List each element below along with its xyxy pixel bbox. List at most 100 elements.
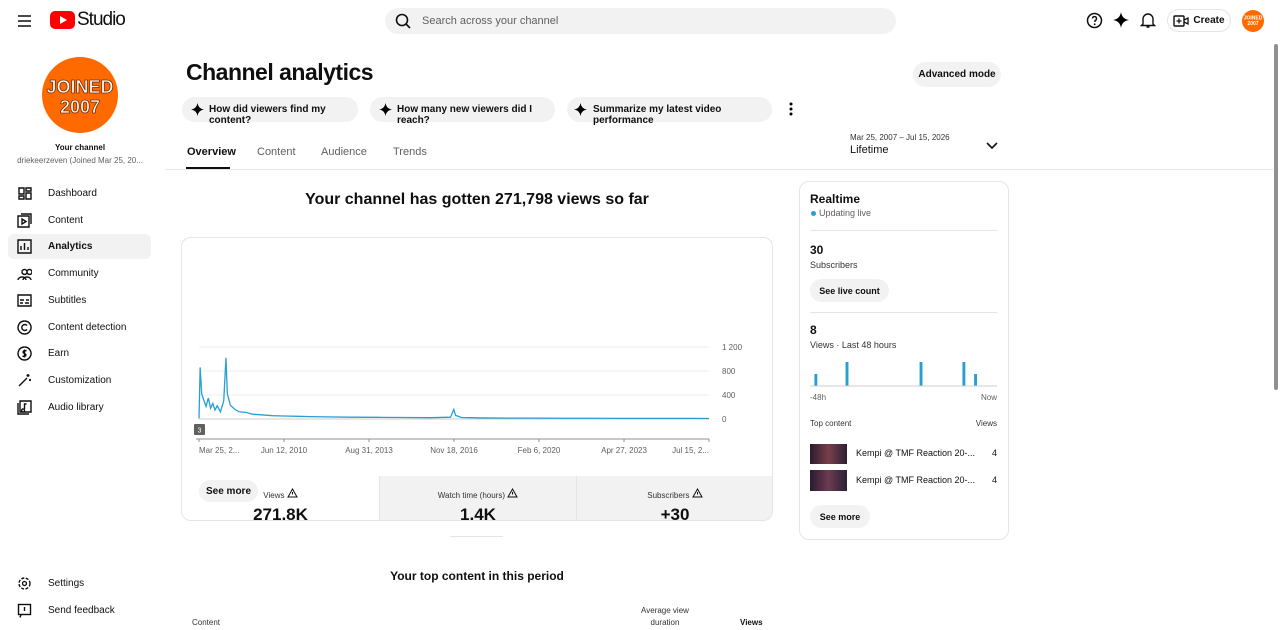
- sparkle-icon: [379, 103, 392, 116]
- nav-label: Community: [48, 268, 99, 280]
- prompt-text: How many new viewers did I reach?: [397, 104, 533, 126]
- marker-label: 3: [198, 428, 202, 435]
- thumbnail[interactable]: [810, 444, 847, 464]
- x-tick-label: Jun 12, 2010: [261, 446, 308, 455]
- x-tick-label: Apr 27, 2023: [601, 446, 647, 455]
- logo-text[interactable]: Studio: [77, 9, 126, 30]
- nav-label: Content detection: [48, 321, 127, 333]
- dropdown-icon[interactable]: [986, 141, 998, 150]
- metric-value: +30: [660, 505, 690, 521]
- nav-icon: [17, 399, 32, 415]
- column-header: Views: [740, 618, 763, 627]
- nav-item[interactable]: Customization: [8, 368, 151, 393]
- tab[interactable]: Content: [257, 146, 296, 158]
- warning-icon: [286, 487, 298, 498]
- realtime-bar: [974, 374, 978, 386]
- nav-item[interactable]: Earn: [8, 341, 151, 366]
- header-avatar[interactable]: JOINED 2007: [1242, 10, 1264, 32]
- nav-label: Send feedback: [48, 605, 115, 616]
- icon-path: [17, 319, 32, 335]
- create-label: Create: [1193, 15, 1225, 26]
- sparkle-icon[interactable]: [1113, 12, 1129, 28]
- scrollbar[interactable]: [1274, 44, 1278, 390]
- nav-icon: [17, 346, 32, 361]
- period[interactable]: Lifetime: [850, 144, 889, 156]
- nav-item[interactable]: Subtitles: [8, 288, 151, 313]
- channel-label: Your channel: [54, 143, 106, 152]
- see-more-button[interactable]: See more: [199, 480, 258, 502]
- nav-item[interactable]: Content detection: [8, 315, 151, 340]
- nav-item[interactable]: Community: [8, 261, 151, 286]
- logo-icon[interactable]: [50, 11, 75, 29]
- channel-avatar[interactable]: JOINED 2007: [42, 57, 118, 133]
- menu-icon[interactable]: [17, 14, 33, 28]
- x-tick-label: Jul 15, 2...: [672, 446, 709, 455]
- thumbnail[interactable]: [810, 470, 847, 491]
- nav-item[interactable]: Dashboard: [8, 181, 151, 206]
- prompt-chip[interactable]: Summarize my latest video performance: [567, 97, 772, 126]
- x-label: Now: [981, 393, 997, 402]
- nav-label: Dashboard: [48, 188, 97, 199]
- tab[interactable]: Trends: [393, 146, 427, 158]
- nav-label: Subtitles: [48, 294, 87, 306]
- help-icon[interactable]: [1086, 12, 1103, 29]
- nav-item[interactable]: Content: [8, 208, 151, 233]
- date-range[interactable]: Mar 25, 2007 – Jul 15, 2026: [850, 133, 950, 142]
- realtime-status: Updating live: [819, 208, 872, 218]
- icon-path: [17, 212, 32, 228]
- see-more-button[interactable]: See more: [810, 505, 870, 528]
- create-button[interactable]: Create: [1167, 9, 1231, 32]
- metric-tab[interactable]: Watch time (hours) 1,4K: [379, 476, 576, 521]
- channel-name: driekeerzeven (Joined Mar 25, 20...: [17, 156, 143, 165]
- more-icon[interactable]: [788, 101, 794, 117]
- item-views: 4: [991, 475, 997, 485]
- metric-value: 1,4K: [460, 505, 496, 521]
- avatar-text: 2007: [1247, 21, 1258, 27]
- prompt-chip[interactable]: How did viewers find my content?: [182, 97, 358, 126]
- y-tick-label: 0: [722, 415, 727, 424]
- settings-icon: [18, 577, 31, 590]
- sparkle-icon: [574, 103, 587, 116]
- live-count-button[interactable]: See live count: [810, 279, 889, 302]
- avatar-text: 2007: [60, 97, 100, 117]
- x-tick-label: Aug 31, 2013: [345, 446, 393, 455]
- tab[interactable]: Audience: [321, 146, 367, 158]
- nav-icon: [18, 373, 31, 387]
- realtime-bar: [919, 362, 923, 386]
- sparkle-icon: [191, 103, 204, 116]
- item-title[interactable]: Kempi @ TMF Reaction 20-...: [856, 448, 976, 458]
- tab[interactable]: Overview: [187, 146, 236, 158]
- nav-item[interactable]: Analytics: [8, 234, 151, 260]
- icon-path: [17, 294, 32, 307]
- top-views-label: Views: [975, 419, 997, 428]
- metric-tab[interactable]: Subscribers +30: [576, 476, 772, 521]
- realtime-bar: [845, 362, 849, 386]
- y-tick-label: 800: [722, 367, 736, 376]
- icon-path: [18, 373, 31, 387]
- search-box[interactable]: Search across your channel: [385, 8, 896, 34]
- x-tick-label: Feb 6, 2020: [518, 446, 561, 455]
- nav-label: Customization: [48, 374, 112, 386]
- nav-item[interactable]: Settings: [8, 571, 151, 596]
- advanced-mode-button[interactable]: Advanced mode: [913, 62, 1001, 87]
- nav-label: Earn: [48, 348, 70, 360]
- nav-item[interactable]: Send feedback: [8, 598, 151, 623]
- nav-icon: [17, 294, 32, 307]
- views-line: [198, 357, 710, 420]
- bell-icon[interactable]: [1140, 12, 1156, 29]
- feedback-icon: [17, 603, 32, 618]
- nav-label: Analytics: [48, 241, 93, 253]
- nav-icon: [17, 268, 32, 281]
- section-title: Your top content in this period: [390, 569, 564, 583]
- item-title[interactable]: Kempi @ TMF Reaction 20-...: [856, 475, 976, 485]
- summary: Your channel has gotten 271,798 views so…: [305, 191, 649, 208]
- realtime-chart: -48h Now: [810, 362, 997, 402]
- avatar-text: JOINED: [1244, 16, 1263, 22]
- nav-item[interactable]: Audio library: [8, 395, 151, 420]
- nav-label: Settings: [48, 578, 85, 589]
- marker-box: [194, 424, 205, 435]
- divider: [810, 312, 997, 313]
- realtime-card: [799, 181, 1009, 540]
- prompt-chip[interactable]: How many new viewers did I reach?: [370, 97, 555, 126]
